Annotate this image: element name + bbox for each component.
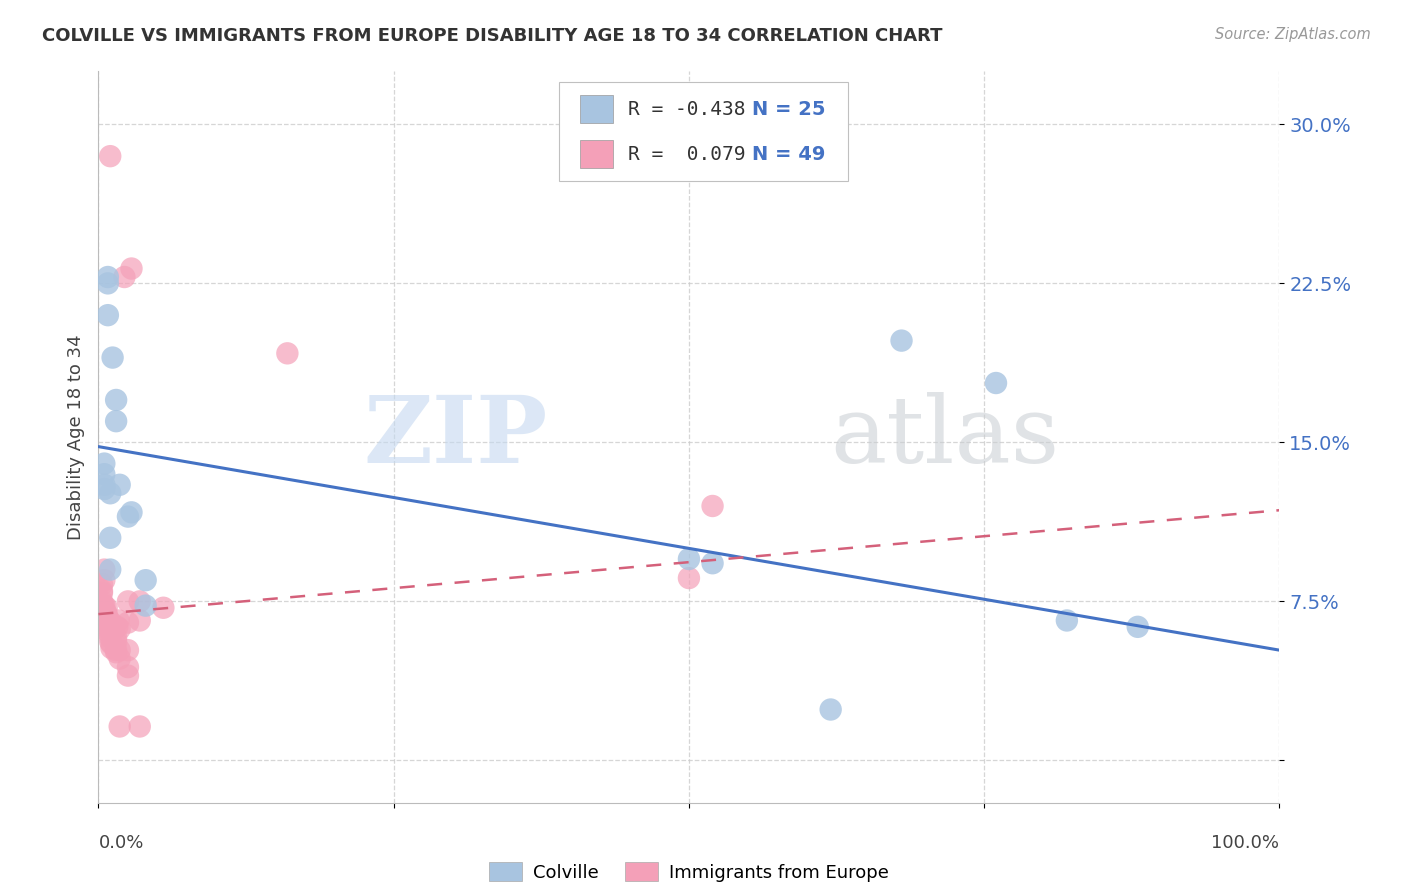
Text: COLVILLE VS IMMIGRANTS FROM EUROPE DISABILITY AGE 18 TO 34 CORRELATION CHART: COLVILLE VS IMMIGRANTS FROM EUROPE DISAB…: [42, 27, 942, 45]
Point: [105, 631, 128, 645]
Point: [93, 482, 115, 496]
Point: [128, 594, 150, 608]
Point: [128, 719, 150, 733]
Point: [91, 583, 114, 598]
Point: [98, 563, 121, 577]
Point: [97, 611, 120, 625]
Point: [984, 376, 1007, 390]
Point: [94, 605, 117, 619]
Point: [98, 531, 121, 545]
Point: [105, 620, 128, 634]
Point: [91, 594, 114, 608]
Point: [100, 622, 122, 636]
Point: [678, 552, 700, 566]
Text: N = 25: N = 25: [752, 100, 825, 119]
Text: 100.0%: 100.0%: [1212, 834, 1279, 852]
Point: [93, 457, 115, 471]
Point: [105, 392, 128, 407]
Point: [100, 640, 122, 655]
Point: [98, 486, 121, 500]
Point: [135, 573, 157, 587]
Text: R = -0.438: R = -0.438: [627, 100, 745, 119]
Point: [100, 615, 122, 630]
FancyBboxPatch shape: [581, 140, 613, 168]
Point: [91, 599, 114, 613]
Point: [890, 334, 912, 348]
Point: [91, 603, 114, 617]
Point: [1056, 614, 1078, 628]
Point: [702, 556, 724, 570]
Point: [117, 615, 139, 630]
Point: [105, 414, 128, 428]
Point: [97, 622, 120, 636]
Text: N = 49: N = 49: [752, 145, 825, 163]
Point: [117, 509, 139, 524]
Point: [107, 614, 129, 628]
Text: ZIP: ZIP: [363, 392, 547, 482]
Point: [96, 607, 118, 621]
Point: [1126, 620, 1149, 634]
Point: [105, 643, 128, 657]
Point: [121, 261, 143, 276]
Point: [108, 622, 131, 636]
Point: [94, 609, 117, 624]
Point: [93, 477, 115, 491]
Point: [100, 637, 122, 651]
Point: [101, 351, 124, 365]
Point: [117, 668, 139, 682]
Legend: Colville, Immigrants from Europe: Colville, Immigrants from Europe: [482, 855, 896, 888]
Point: [98, 149, 121, 163]
Point: [117, 660, 139, 674]
Point: [96, 600, 118, 615]
Point: [93, 599, 115, 613]
Point: [117, 594, 139, 608]
Point: [678, 571, 700, 585]
Point: [97, 270, 120, 285]
Text: 0.0%: 0.0%: [98, 834, 143, 852]
Point: [820, 702, 842, 716]
Point: [702, 499, 724, 513]
Point: [91, 586, 114, 600]
Point: [97, 277, 120, 291]
Point: [152, 600, 174, 615]
Point: [97, 308, 120, 322]
Point: [93, 563, 115, 577]
Text: atlas: atlas: [831, 392, 1060, 482]
Point: [93, 573, 115, 587]
Point: [108, 477, 131, 491]
Point: [91, 577, 114, 591]
Point: [98, 631, 121, 645]
Point: [105, 645, 128, 659]
Text: Source: ZipAtlas.com: Source: ZipAtlas.com: [1215, 27, 1371, 42]
Point: [135, 599, 157, 613]
Text: R =  0.079: R = 0.079: [627, 145, 745, 163]
Point: [112, 270, 135, 285]
FancyBboxPatch shape: [560, 82, 848, 181]
Point: [117, 643, 139, 657]
Point: [97, 615, 120, 630]
Point: [121, 505, 143, 519]
Point: [98, 626, 121, 640]
Point: [128, 614, 150, 628]
Point: [276, 346, 298, 360]
Point: [97, 620, 120, 634]
Point: [98, 634, 121, 648]
Point: [93, 467, 115, 482]
Point: [108, 651, 131, 665]
Point: [105, 634, 128, 648]
FancyBboxPatch shape: [581, 95, 613, 123]
Y-axis label: Disability Age 18 to 34: Disability Age 18 to 34: [66, 334, 84, 540]
Point: [108, 719, 131, 733]
Point: [108, 643, 131, 657]
